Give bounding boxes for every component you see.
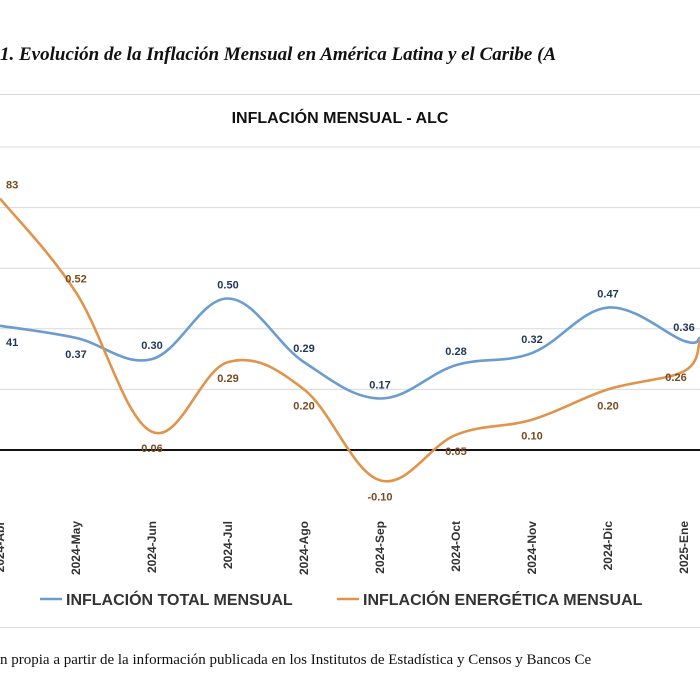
x-tick-8: 2024-Dic xyxy=(601,521,615,571)
data-label-1-9: 0.26 xyxy=(665,372,686,384)
data-label-1-2: 0.06 xyxy=(141,443,162,455)
x-tick-0: 2024-Abr xyxy=(0,521,7,573)
inflation-line-chart: INFLACIÓN MENSUAL - ALC 41 0.37 0.30 0.50 0.… xyxy=(0,108,700,609)
source-note: n propia a partir de la información publ… xyxy=(0,652,592,668)
x-tick-7: 2024-Nov xyxy=(525,521,539,575)
data-label-1-8: 0.20 xyxy=(597,400,618,412)
x-axis-ticks: 2024-Abr 2024-May 2024-Jun 2024-Jul 2024-Ago… xyxy=(0,521,691,575)
chart-title: INFLACIÓN MENSUAL - ALC xyxy=(232,108,449,127)
data-label-1-3: 0.29 xyxy=(217,373,238,385)
legend-label-0: INFLACIÓN TOTAL MENSUAL xyxy=(66,590,293,609)
data-label-1-0: 83 xyxy=(6,180,18,192)
data-label-1-7: 0.10 xyxy=(521,431,542,443)
legend: INFLACIÓN TOTAL MENSUAL INFLACIÓN ENERGÉT… xyxy=(40,590,643,609)
data-label-1-4: 0.20 xyxy=(293,400,314,412)
figure-title: 1. Evolución de la Inflación Mensual en … xyxy=(0,44,557,65)
chart-area: INFLACIÓN MENSUAL - ALC 41 0.37 0.30 0.50 0.… xyxy=(0,94,700,628)
x-tick-9: 2025-Ene xyxy=(677,521,691,574)
data-label-1-6: 0.05 xyxy=(445,446,466,458)
data-label-0-3: 0.50 xyxy=(217,280,238,292)
x-tick-4: 2024-Ago xyxy=(297,521,311,575)
data-label-1-5: -0.10 xyxy=(367,491,392,503)
data-label-0-7: 0.32 xyxy=(521,334,542,346)
series-lines xyxy=(0,197,700,483)
data-label-0-0: 41 xyxy=(6,337,18,349)
data-labels: 41 0.37 0.30 0.50 0.29 0.17 0.28 0.32 0.47 0.36 83… xyxy=(6,180,695,504)
data-label-0-8: 0.47 xyxy=(597,289,618,301)
data-label-1-1: 0.52 xyxy=(65,273,86,285)
legend-label-1: INFLACIÓN ENERGÉTICA MENSUAL xyxy=(363,590,643,609)
data-label-0-6: 0.28 xyxy=(445,346,466,358)
series-line-0 xyxy=(0,297,700,400)
x-tick-2: 2024-Jun xyxy=(145,521,159,573)
x-tick-1: 2024-May xyxy=(69,521,83,575)
gridlines xyxy=(0,146,700,451)
data-label-0-9: 0.36 xyxy=(673,322,694,334)
x-tick-3: 2024-Jul xyxy=(221,521,235,569)
data-label-0-5: 0.17 xyxy=(369,379,390,391)
x-tick-5: 2024-Sep xyxy=(373,521,387,574)
data-label-0-4: 0.29 xyxy=(293,343,314,355)
x-tick-6: 2024-Oct xyxy=(449,521,463,572)
series-line-1 xyxy=(0,197,700,483)
data-label-0-1: 0.37 xyxy=(65,349,86,361)
data-label-0-2: 0.30 xyxy=(141,340,162,352)
